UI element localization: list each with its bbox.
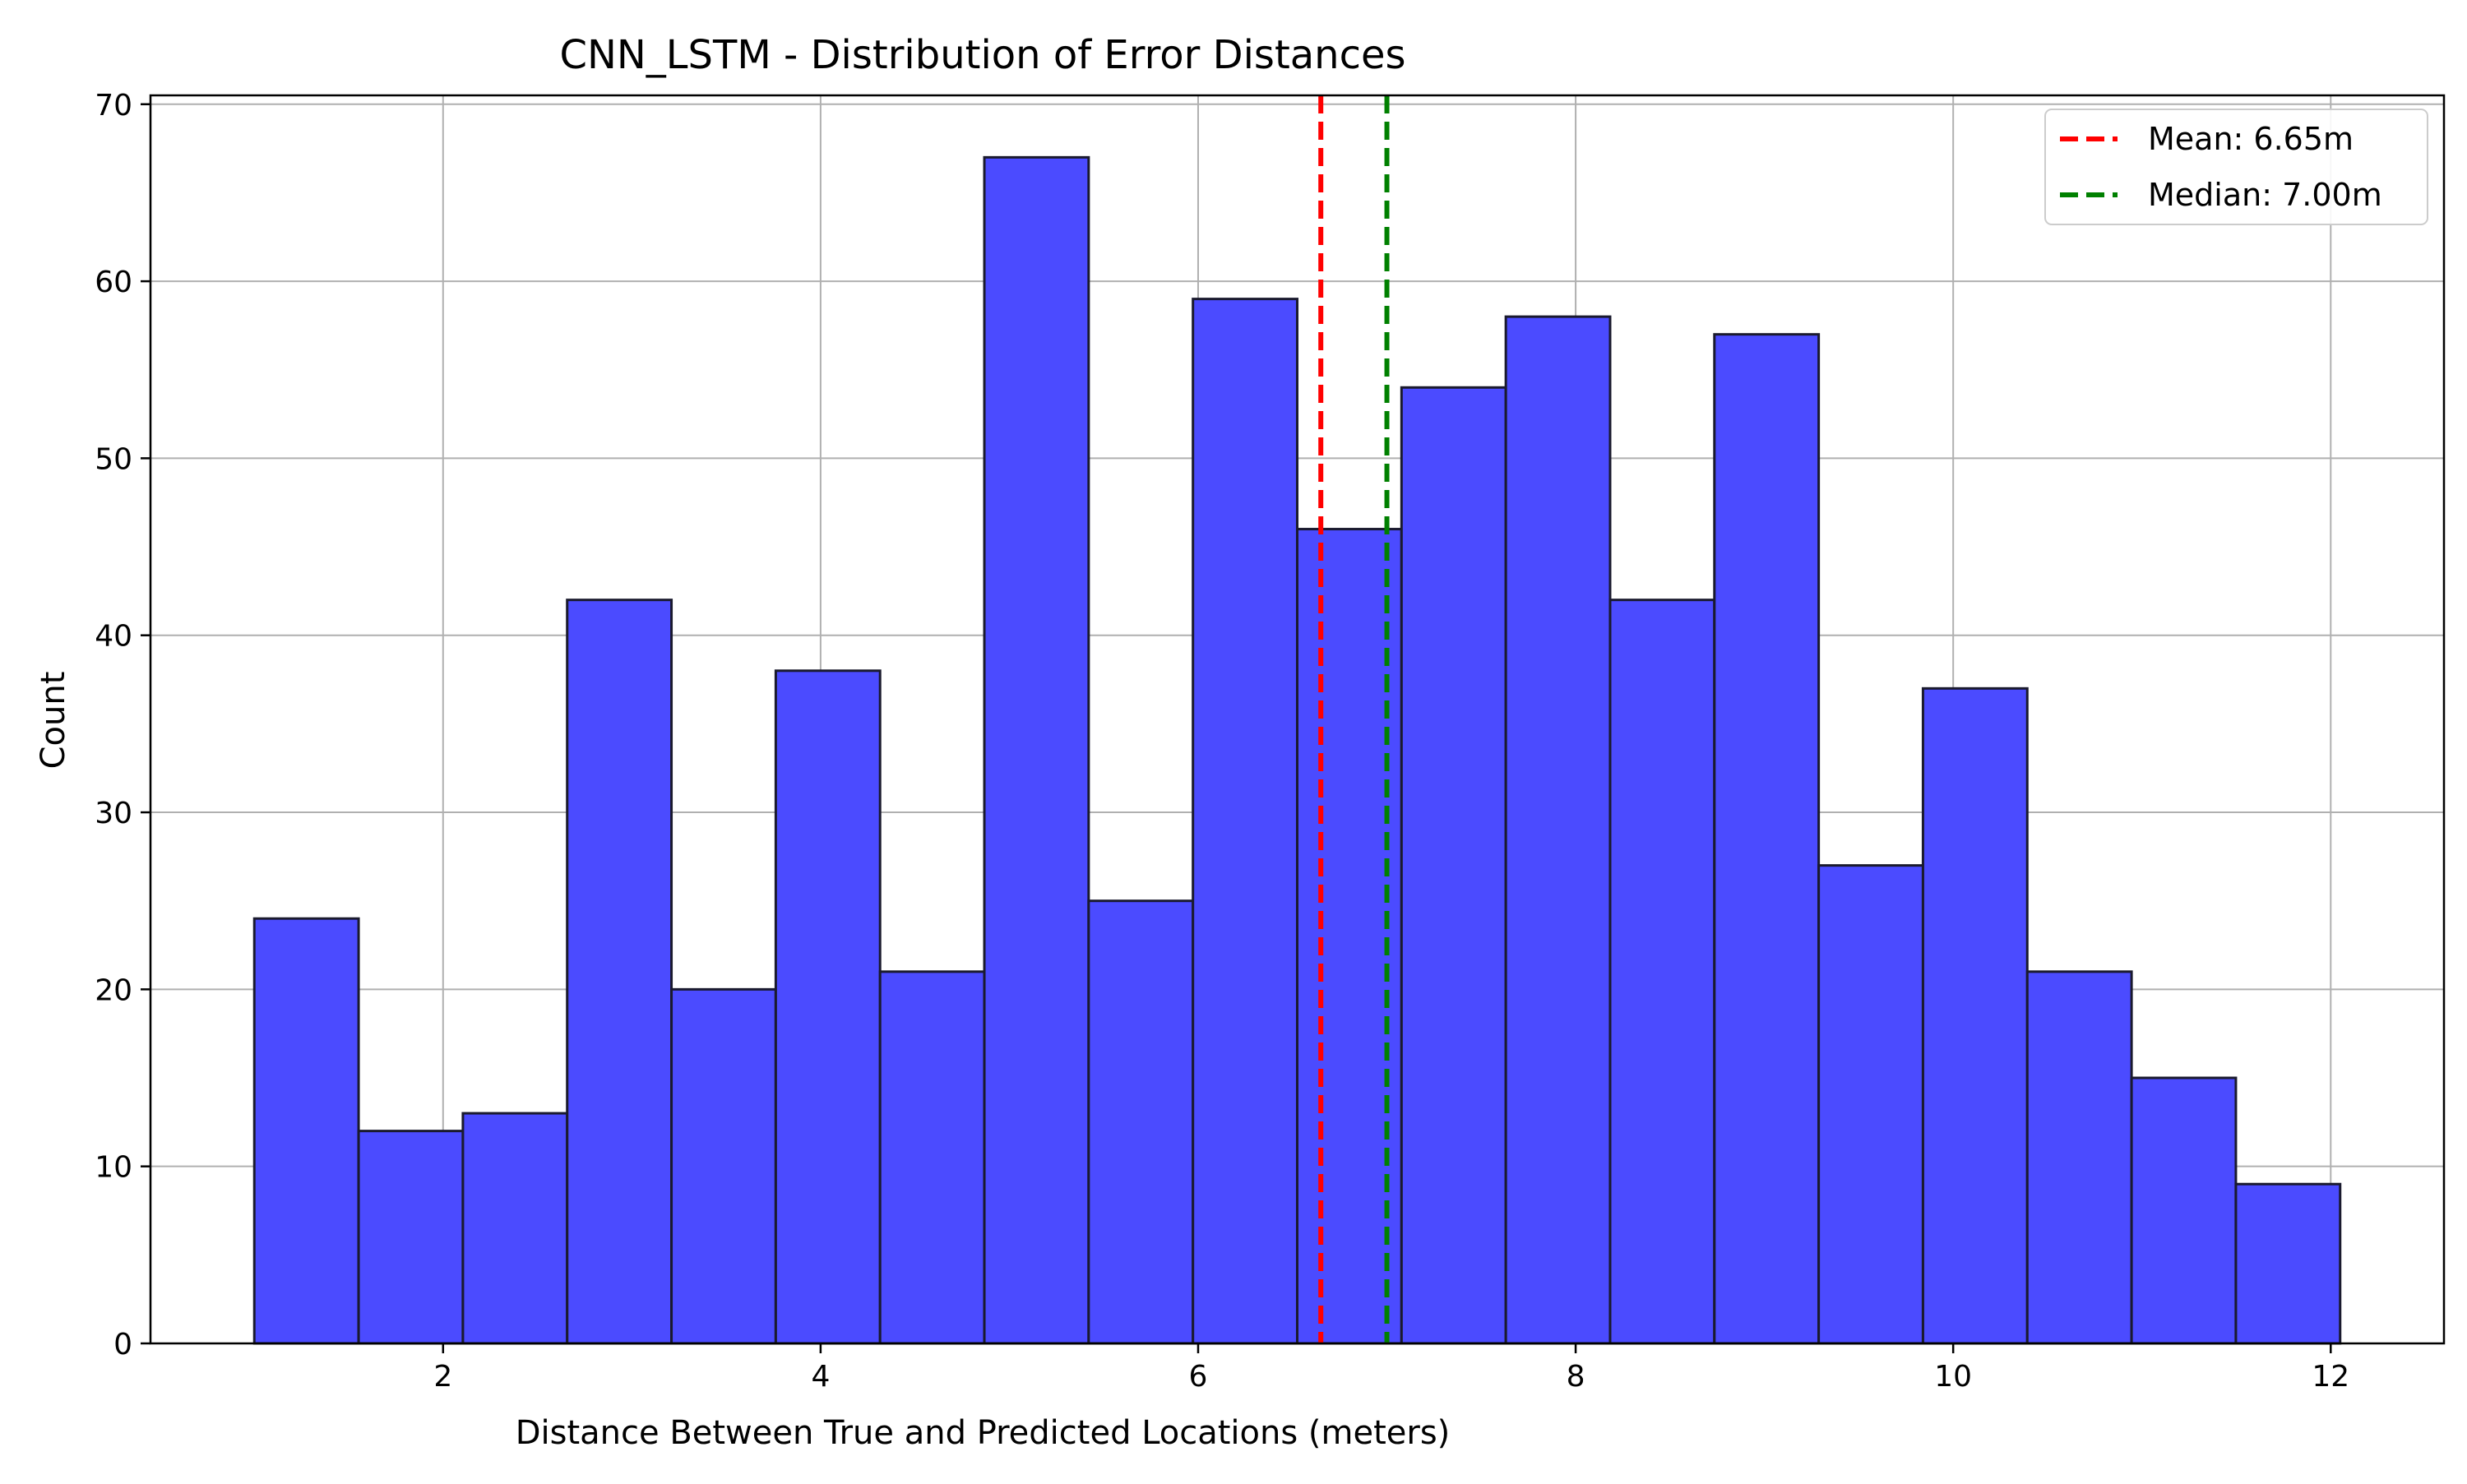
y-tick-label: 30: [95, 797, 132, 830]
y-tick-label: 40: [95, 620, 132, 654]
histogram-bar: [2234, 1182, 2342, 1345]
histogram-bar: [357, 1130, 465, 1345]
y-tick-label: 20: [95, 973, 132, 1007]
histogram-bar: [461, 1112, 569, 1345]
legend-median-label: Median: 7.00m: [2148, 177, 2382, 213]
x-tick-label: 10: [1934, 1360, 1972, 1394]
histogram-bar: [670, 987, 777, 1345]
x-tick-label: 2: [433, 1360, 452, 1394]
histogram-bar: [1921, 687, 2029, 1345]
histogram-bar: [2025, 970, 2133, 1345]
y-axis-label: Count: [35, 672, 72, 770]
histogram-bar: [1713, 333, 1821, 1345]
histogram-bar: [774, 669, 882, 1345]
histogram-bar: [1192, 298, 1298, 1345]
histogram-bar: [252, 917, 360, 1345]
y-tick-label: 10: [95, 1151, 132, 1185]
y-tick-label: 70: [95, 89, 132, 123]
histogram-bar: [1817, 864, 1924, 1345]
y-tick-label: 60: [95, 266, 132, 299]
legend-box: [2044, 109, 2428, 225]
chart-title: CNN_LSTM - Distribution of Error Distanc…: [559, 32, 1405, 78]
x-tick-label: 8: [1567, 1360, 1585, 1394]
histogram-bar: [983, 155, 1090, 1345]
histogram-bar: [1608, 599, 1716, 1345]
histogram-bar: [1296, 528, 1403, 1345]
x-tick-label: 12: [2312, 1360, 2349, 1394]
y-tick-label: 0: [113, 1328, 132, 1361]
plot-area: 2 4 6 8 10 12 0 10 20 30 40 50 60 70 Mean: 6.65m Median…: [95, 89, 2446, 1394]
plot-frame: [149, 94, 2446, 1345]
histogram-bar: [878, 970, 986, 1345]
histogram-bar: [2130, 1076, 2238, 1345]
x-tick-label: 6: [1189, 1360, 1208, 1394]
histogram-bar: [1087, 899, 1195, 1345]
x-tick-label: 4: [811, 1360, 830, 1394]
x-axis-label: Distance Between True and Predicted Loca…: [516, 1414, 1451, 1452]
histogram-bar: [566, 599, 673, 1345]
y-tick-label: 50: [95, 442, 132, 476]
legend-mean-label: Mean: 6.65m: [2148, 121, 2354, 157]
histogram-bar: [1504, 315, 1612, 1345]
histogram-bar: [1400, 386, 1507, 1345]
